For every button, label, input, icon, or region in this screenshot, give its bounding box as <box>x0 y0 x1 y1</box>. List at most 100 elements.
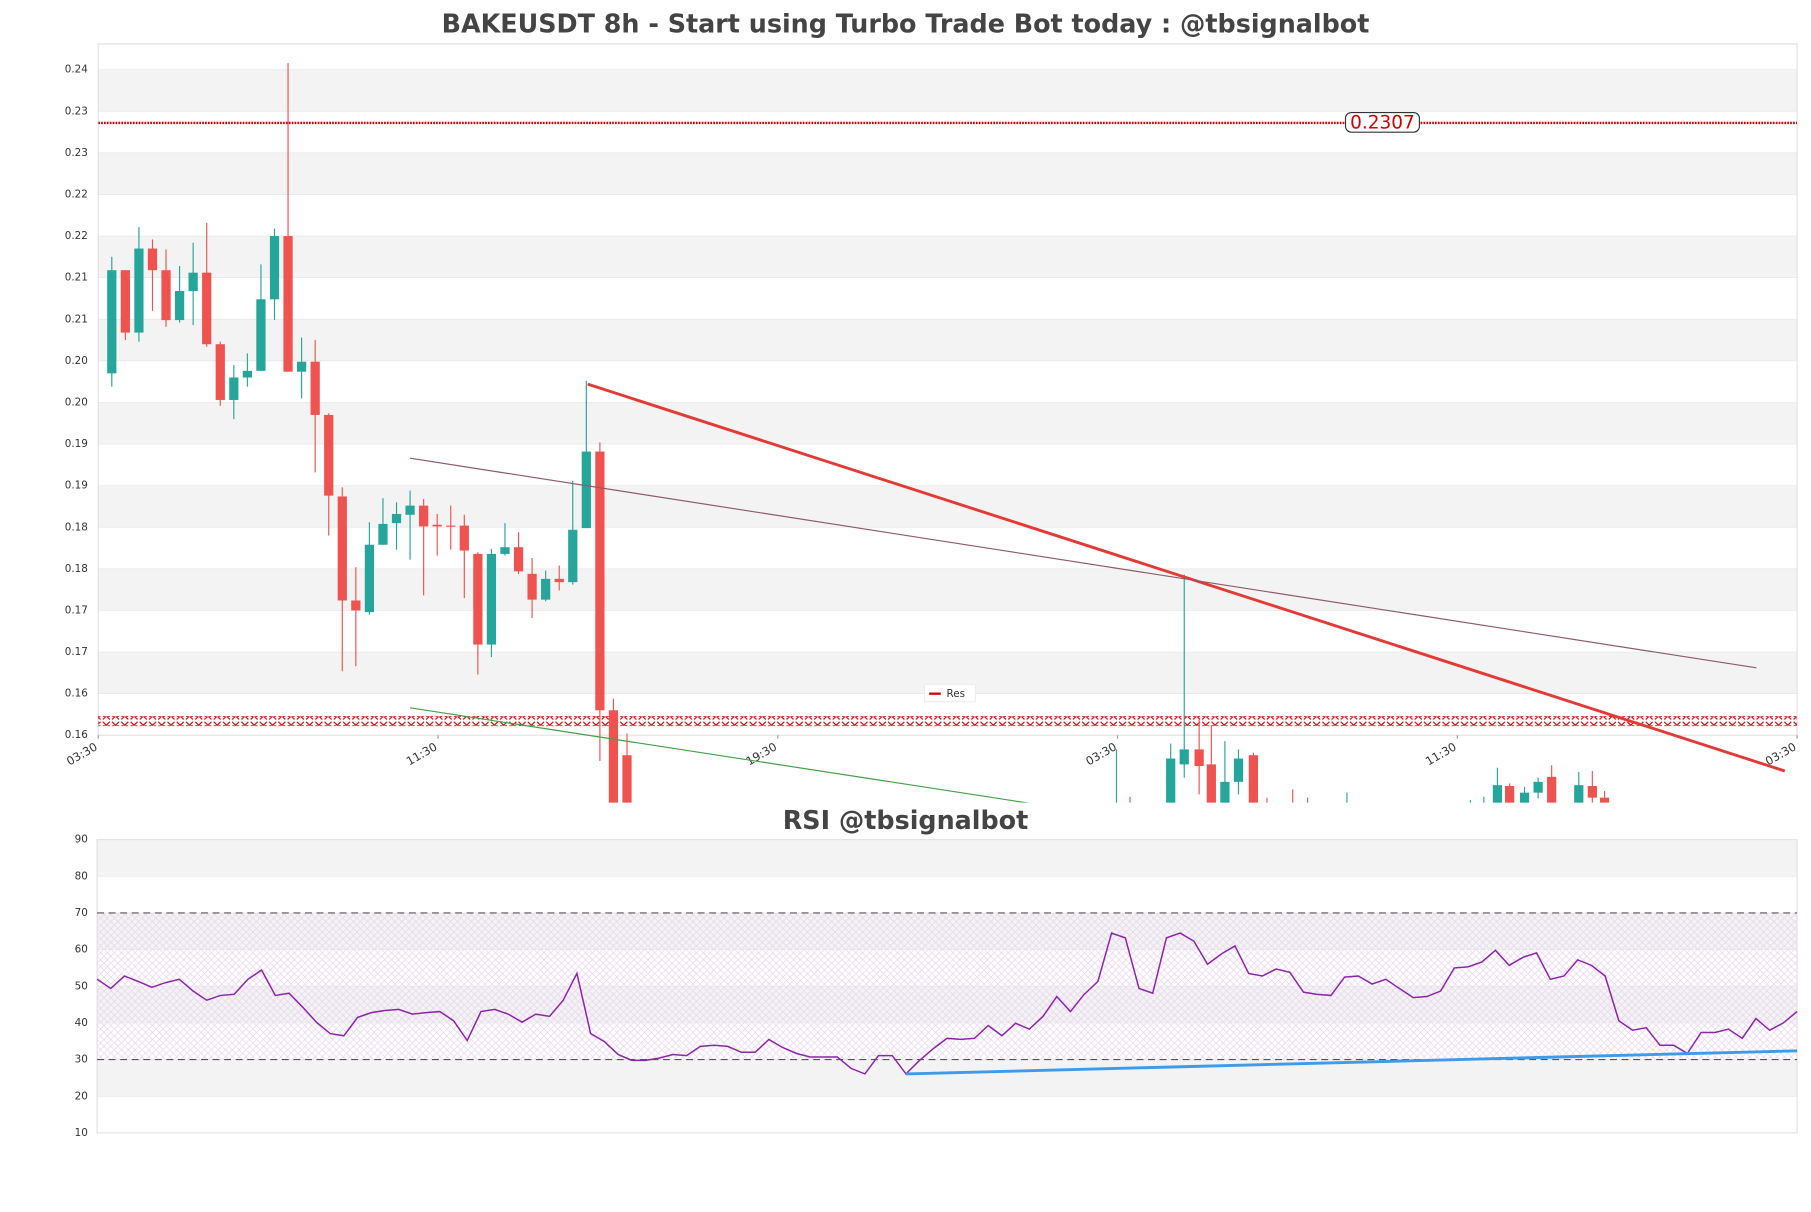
candle-body <box>473 553 483 645</box>
legend-box <box>923 683 976 703</box>
y-tick-label: 0.21 <box>65 313 88 325</box>
candle-body <box>1599 797 1610 803</box>
candle-body <box>229 377 239 400</box>
candle-body <box>337 496 347 601</box>
y-tick-label: 0.18 <box>65 521 88 533</box>
trend-line <box>409 707 1030 803</box>
x-tick-label: 03:30 <box>64 740 100 769</box>
candle-body <box>1303 815 1312 823</box>
y-tick-label: 0.24 <box>65 64 88 76</box>
candle-body <box>1220 781 1230 803</box>
candle-body <box>1206 764 1216 803</box>
grid-band <box>98 568 1798 611</box>
candle-body <box>486 553 497 645</box>
plot-frame <box>97 43 1798 736</box>
y-tick-label: 10 <box>75 1127 88 1139</box>
candle-body <box>1547 776 1557 803</box>
candle-body <box>1179 749 1189 765</box>
candle-body <box>1519 792 1530 803</box>
y-tick-label: 0.16 <box>65 729 88 741</box>
y-tick-label: 0.17 <box>65 646 88 658</box>
level-label-box <box>1344 111 1420 133</box>
grid-band <box>98 402 1798 445</box>
y-tick-label: 0.20 <box>65 396 88 408</box>
candle-body <box>324 414 334 496</box>
y-tick-label: 0.21 <box>65 272 88 284</box>
candle-body <box>554 578 564 583</box>
y-tick-label: 20 <box>75 1090 88 1102</box>
candle-body <box>269 236 280 300</box>
trend-line <box>905 1049 1798 1076</box>
candle-body <box>1533 781 1543 793</box>
candle-body <box>595 451 605 711</box>
candle-body <box>1262 815 1271 823</box>
y-tick-label: 50 <box>75 980 88 992</box>
x-tick-label: 11:30 <box>1423 740 1459 769</box>
candle-body <box>188 272 198 291</box>
y-tick-label: 0.23 <box>65 147 88 159</box>
candle-body <box>310 361 320 415</box>
y-tick-label: 60 <box>75 944 88 956</box>
candle-body <box>120 270 130 333</box>
candle-body <box>147 248 158 271</box>
candle-body <box>608 710 619 803</box>
candle-body <box>378 523 388 545</box>
y-tick-label: 40 <box>75 1017 88 1029</box>
x-tick-label: 03:30 <box>1083 740 1119 769</box>
candle-body <box>1505 785 1515 803</box>
legend-label: Res <box>946 688 965 700</box>
grid-band <box>97 1059 1798 1097</box>
candle-body <box>568 529 578 583</box>
candle-body <box>1492 785 1503 803</box>
candle-body <box>1466 815 1475 823</box>
candle-body <box>1479 815 1488 823</box>
candle-body <box>419 505 429 527</box>
candle-body <box>500 547 510 554</box>
candles <box>98 63 1798 823</box>
chart-title: BAKEUSDT 8h - Start using Turbo Trade Bo… <box>442 8 1370 38</box>
candle-body <box>1248 755 1259 803</box>
candle-body <box>1342 815 1351 823</box>
rsi-line <box>96 932 1798 1076</box>
candle-body <box>256 299 266 371</box>
candle-body <box>1288 811 1297 819</box>
y-tick-label: 0.19 <box>65 438 88 450</box>
candle-body <box>283 236 293 372</box>
y-tick-label: 0.17 <box>65 604 88 616</box>
y-tick-label: 0.16 <box>65 688 88 700</box>
candle-body <box>161 270 171 321</box>
grid-band <box>98 485 1798 528</box>
candle-body <box>351 600 361 611</box>
rsi-title: RSI @tbsignalbot <box>783 805 1028 835</box>
candle-body <box>202 272 212 345</box>
y-tick-label: 80 <box>75 870 88 882</box>
grid-band <box>98 152 1798 195</box>
candle-body <box>1194 749 1204 767</box>
x-tick-label: 03:30 <box>1763 740 1799 769</box>
candle-body <box>296 361 307 372</box>
y-tick-label: 0.20 <box>65 355 88 367</box>
trend-line <box>409 457 1757 669</box>
y-tick-label: 30 <box>75 1054 88 1066</box>
candle-body <box>527 573 537 600</box>
trend-line <box>587 382 1786 773</box>
y-tick-label: 70 <box>75 907 88 919</box>
candle-body <box>364 544 375 613</box>
y-tick-label: 90 <box>75 834 88 846</box>
grid-band <box>98 236 1798 278</box>
candle-body <box>446 525 456 527</box>
candle-body <box>1166 758 1176 803</box>
candle-body <box>459 525 469 551</box>
candle-body <box>581 451 591 529</box>
y-tick-label: 0.22 <box>65 188 88 200</box>
grid-band <box>98 69 1798 112</box>
candle-body <box>1574 785 1584 803</box>
candle-body <box>1587 785 1597 798</box>
candle-body <box>513 547 524 572</box>
candle-body <box>622 755 632 803</box>
candle-body <box>215 344 225 400</box>
grid-band <box>97 839 1798 877</box>
candle-body <box>107 270 117 374</box>
candle-body <box>405 505 415 515</box>
